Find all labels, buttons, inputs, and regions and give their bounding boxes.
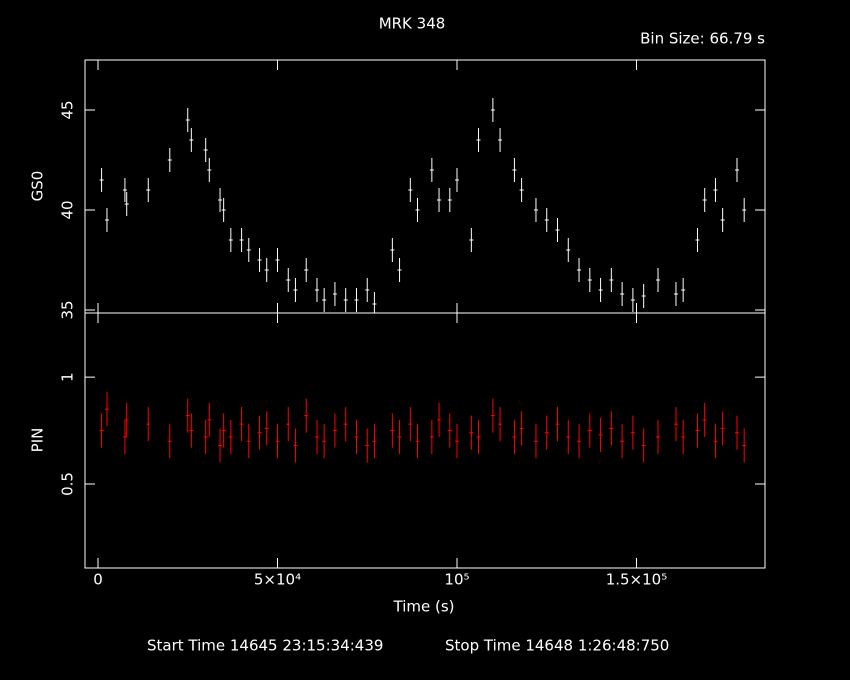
x-tick-label: 0	[93, 571, 103, 589]
x-axis-label: Time (s)	[393, 598, 455, 616]
y-tick-label: 40	[59, 200, 77, 219]
x-tick-label: 5×10⁴	[254, 571, 301, 589]
bin-size: Bin Size: 66.79 s	[640, 30, 765, 48]
chart-title: MRK 348	[379, 15, 446, 33]
y-tick-label: 45	[59, 100, 77, 119]
x-tick-label: 1.5×10⁵	[606, 571, 668, 589]
y-tick-label: 0.5	[59, 472, 77, 496]
panel-frame	[84, 312, 766, 569]
series	[99, 98, 747, 313]
y-axis-label: GS0	[29, 171, 47, 202]
start-time: Start Time 14645 23:15:34:439	[147, 637, 383, 655]
y-tick-label: 35	[59, 300, 77, 319]
stop-time: Stop Time 14648 1:26:48:750	[445, 637, 669, 655]
y-tick-label: 1	[59, 372, 77, 382]
series	[99, 392, 747, 463]
y-axis-label: PIN	[29, 428, 47, 453]
x-tick-label: 10⁵	[444, 571, 469, 589]
